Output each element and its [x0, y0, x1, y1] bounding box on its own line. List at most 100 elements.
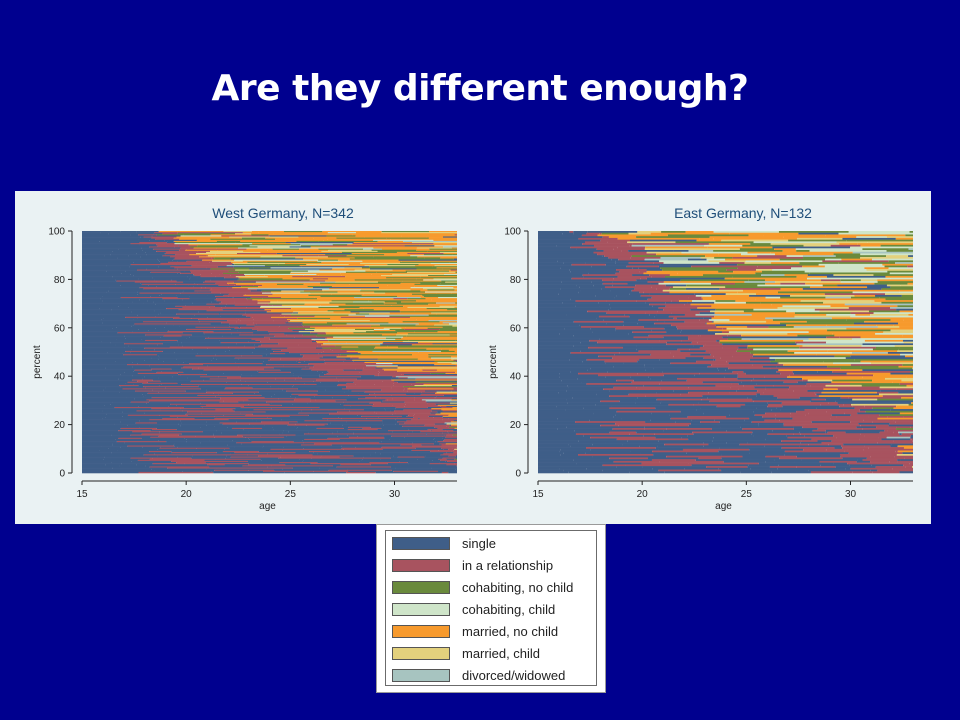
sequence-segment	[329, 288, 387, 290]
sequence-segment	[645, 246, 708, 249]
sequence-segment	[298, 394, 349, 397]
sequence-row	[538, 462, 913, 465]
x-tick-label: 20	[637, 489, 649, 500]
sequence-segment	[743, 310, 787, 313]
sequence-segment	[209, 261, 232, 264]
sequence-segment	[312, 278, 328, 280]
sequence-segment	[182, 410, 235, 412]
sequence-segment	[262, 363, 309, 365]
sequence-segment	[428, 320, 457, 322]
sequence-segment	[143, 302, 193, 304]
sequence-segment	[139, 244, 157, 246]
sequence-segment	[783, 364, 851, 367]
sequence-segment	[139, 292, 181, 294]
sequence-segment	[732, 256, 804, 259]
sequence-segment	[609, 395, 646, 398]
sequence-segment	[598, 301, 646, 304]
sequence-row	[538, 253, 913, 256]
sequence-segment	[123, 354, 158, 356]
sequence-segment	[575, 433, 630, 436]
sequence-segment	[560, 288, 602, 291]
sequence-segment	[417, 458, 439, 461]
sequence-segment	[143, 386, 199, 388]
sequence-segment	[141, 433, 182, 435]
sequence-segment	[702, 298, 756, 301]
sequence-segment	[82, 330, 149, 332]
sequence-row	[538, 443, 913, 446]
sequence-segment	[295, 378, 344, 380]
sequence-segment	[711, 428, 743, 431]
sequence-segment	[201, 412, 241, 414]
sequence-segment	[437, 284, 457, 287]
sequence-segment	[120, 284, 149, 287]
sequence-segment	[102, 418, 163, 420]
sequence-segment	[82, 403, 111, 406]
sequence-segment	[718, 253, 742, 256]
sequence-segment	[176, 429, 244, 431]
sequence-segment	[739, 443, 809, 446]
sequence-segment	[141, 437, 185, 440]
sequence-segment	[385, 409, 404, 411]
sequence-segment	[860, 433, 900, 436]
sequence-segment	[253, 319, 288, 321]
sequence-segment	[416, 247, 452, 249]
sequence-segment	[654, 322, 706, 325]
sequence-segment	[709, 400, 754, 403]
sequence-segment	[903, 319, 913, 322]
sequence-segment	[384, 408, 396, 410]
sequence-segment	[177, 233, 236, 235]
sequence-segment	[538, 443, 569, 446]
sequence-segment	[753, 400, 811, 403]
sequence-segment	[371, 273, 393, 276]
sequence-segment	[303, 447, 342, 450]
sequence-segment	[319, 467, 396, 469]
sequence-segment	[584, 241, 608, 244]
sequence-segment	[570, 246, 618, 249]
sequence-segment	[330, 317, 387, 320]
sequence-segment	[270, 353, 286, 355]
sequence-segment	[644, 426, 721, 429]
sequence-segment	[818, 263, 883, 266]
sequence-segment	[660, 402, 699, 405]
sequence-row	[82, 389, 457, 391]
sequence-segment	[802, 265, 825, 268]
sequence-segment	[324, 424, 343, 426]
sequence-row	[82, 445, 457, 447]
sequence-segment	[382, 420, 407, 422]
sequence-segment	[134, 369, 152, 371]
sequence-segment	[312, 341, 316, 343]
sequence-segment	[890, 307, 913, 310]
sequence-segment	[108, 290, 184, 292]
sequence-segment	[750, 467, 778, 470]
sequence-segment	[236, 283, 277, 286]
sequence-segment	[164, 300, 217, 302]
sequence-row	[82, 349, 457, 352]
sequence-segment	[270, 358, 281, 360]
sequence-segment	[82, 438, 116, 441]
sequence-segment	[229, 447, 304, 450]
sequence-segment	[695, 459, 775, 462]
sequence-segment	[903, 339, 913, 342]
sequence-segment	[149, 365, 208, 367]
sequence-segment	[889, 422, 913, 425]
sequence-segment	[190, 380, 246, 382]
sequence-segment	[630, 450, 653, 453]
sequence-segment	[397, 416, 414, 419]
sequence-segment	[826, 336, 840, 339]
sequence-segment	[120, 421, 150, 423]
sequence-row	[82, 359, 457, 362]
sequence-segment	[82, 408, 152, 410]
sequence-segment	[110, 254, 147, 256]
sequence-segment	[399, 460, 446, 463]
sequence-segment	[247, 288, 330, 290]
sequence-segment	[442, 419, 457, 421]
sequence-segment	[99, 308, 167, 310]
sequence-segment	[179, 316, 208, 319]
sequence-segment	[755, 272, 810, 275]
sequence-segment	[873, 312, 913, 315]
sequence-segment	[454, 306, 457, 309]
sequence-segment	[650, 377, 677, 380]
sequence-segment	[159, 385, 199, 387]
sequence-segment	[218, 284, 235, 287]
sequence-segment	[162, 298, 190, 300]
